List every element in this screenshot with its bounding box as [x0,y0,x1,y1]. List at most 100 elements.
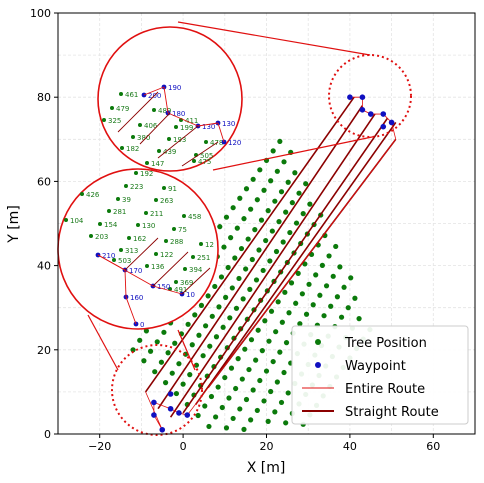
tree-point [248,337,255,343]
tree-point [242,346,248,352]
tree-point [206,423,212,430]
zoom-top-tree [204,140,208,144]
tree-point [296,190,302,196]
zoom-left-tree [145,264,149,268]
tree-point [195,412,201,419]
zoom-top-tree [192,159,196,163]
zoom-top-route [197,122,219,127]
zoom-left-tree-label: 211 [150,210,163,218]
zoom-top-tree [110,106,114,110]
zoom-top-tree-label: 325 [108,117,121,125]
tree-point [261,187,267,193]
x-tick-label: 40 [343,440,357,453]
tree-point [313,272,319,278]
tree-point [252,227,258,233]
zoom-left-tree-label: 251 [197,254,210,262]
x-tick-label: 0 [180,440,187,453]
zoom-left-tree-label: 458 [188,213,201,221]
zoom-left-tree [112,258,116,262]
waypoint-point [388,119,395,126]
zoom-top-waypoint-label: 190 [168,84,181,92]
tree-point [207,343,213,349]
tree-point [307,201,313,207]
tree-point [283,209,289,215]
zoom-left-tree [162,186,166,190]
tree-point [282,289,288,295]
tree-point [348,275,354,281]
tree-point [143,328,150,334]
zoom-left-tree-label: 136 [151,263,165,271]
tree-point [323,283,330,289]
tree-point [225,264,231,271]
zoom-left-tree-label: 369 [180,279,193,287]
waypoint-point [151,412,157,418]
zoom-top-tree [152,108,156,112]
tree-point [241,216,247,222]
zoom-left-tree [134,171,138,175]
zoom-top-straight [117,91,159,133]
tree-point [213,334,220,340]
waypoint-point [151,399,157,406]
tree-point [267,258,273,264]
zoom-left-tree [154,198,158,202]
tree-point [269,228,275,234]
tree-point [249,256,255,263]
tree-point [310,302,316,308]
tree-point [293,300,299,306]
tree-point [281,369,287,376]
tree-point [299,291,305,297]
tree-point [334,294,340,300]
straight-route [144,96,355,393]
tree-point [262,318,268,324]
tree-point [356,316,362,322]
zoom-top-tree [157,149,161,153]
zoom-top-straight [139,112,171,145]
tree-point [192,312,198,318]
zoom-top-route [167,112,199,127]
zoom-left-tree [98,222,102,226]
tree-point [255,327,261,333]
tree-point [254,197,260,203]
zoom-left-tree [174,280,178,284]
zoom-insets: 4614793254064894111993801821934394785051… [57,21,412,436]
tree-point [200,353,206,359]
waypoint-point [167,405,174,412]
tree-point [248,417,254,423]
tree-point [268,388,274,395]
y-tick-label: 60 [37,175,51,188]
zoom-source-bottom [111,344,203,436]
zoom-top-tree [145,161,149,165]
x-tick-label: 20 [260,440,274,453]
y-tick-label: 40 [37,260,51,273]
zoom-left-tree [64,218,68,222]
zoom-top-tree-label: 475 [198,158,211,166]
zoom-top-tree-label: 489 [158,107,171,115]
zoom-left-tree [144,211,148,215]
tree-point [247,286,253,292]
tree-point [280,239,286,245]
zoom-left-route [152,285,183,295]
tree-point [198,302,205,308]
zoom-left-tree-label: 75 [178,226,187,234]
tree-point [326,253,332,259]
zoom-left-route [125,296,137,325]
zoom-left-waypoint-label: 0 [140,321,144,329]
zoom-left-tree [191,255,195,259]
tree-point [158,359,165,365]
zoom-left-tree [183,267,187,271]
legend-box [291,325,469,425]
tree-point [250,176,256,182]
waypoint-point [347,94,353,100]
zoom-left-tree [182,214,186,218]
tree-point [208,393,215,400]
waypoint-point [167,391,174,397]
tree-point [216,304,222,310]
tree-point [137,337,143,343]
zoom-left-straight [124,237,159,271]
zoom-top-tree-label: 505 [200,152,213,160]
tree-point [333,243,339,250]
tree-point [287,229,293,236]
entire-routes [145,96,397,430]
tree-point [229,285,235,291]
tree-point [285,179,291,185]
